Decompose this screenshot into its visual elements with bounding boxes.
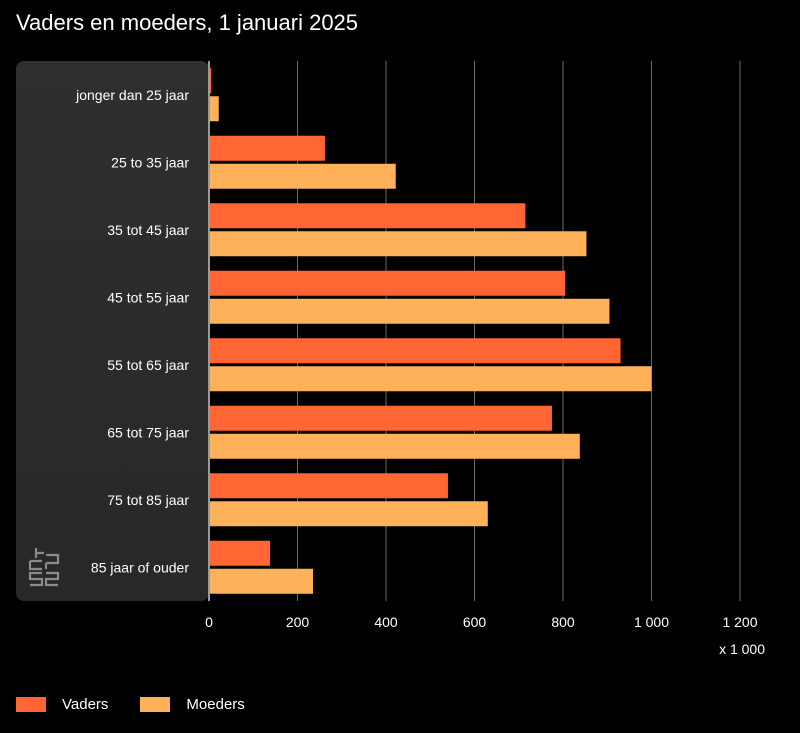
category-label-panel: [16, 61, 209, 601]
bar-vaders: [209, 473, 448, 499]
chart-title: Vaders en moeders, 1 januari 2025: [16, 10, 359, 35]
x-tick-label: 400: [374, 614, 398, 630]
bar-vaders: [209, 338, 621, 364]
bar-moeders: [209, 568, 313, 594]
bar-moeders: [209, 163, 396, 189]
legend-item-moeders[interactable]: Moeders: [140, 696, 245, 713]
bar-moeders: [209, 231, 587, 257]
x-tick-label: 0: [205, 614, 213, 630]
bar-vaders: [209, 405, 552, 431]
legend-item-vaders[interactable]: Vaders: [16, 696, 108, 713]
x-tick-label: 600: [463, 614, 487, 630]
bar-moeders: [209, 366, 652, 392]
category-label: 85 jaar of ouder: [91, 559, 189, 575]
bar-vaders: [209, 270, 566, 296]
bar-moeders: [209, 433, 580, 459]
legend-label-vaders: Vaders: [62, 696, 109, 713]
x-tick-label: 800: [551, 614, 575, 630]
category-label: 45 tot 55 jaar: [107, 289, 189, 305]
category-label: 25 to 35 jaar: [111, 154, 189, 170]
legend-swatch-moeders: [140, 697, 171, 712]
bar-vaders: [209, 540, 271, 566]
bar-vaders: [209, 203, 526, 229]
bar-vaders: [209, 68, 212, 94]
bar-moeders: [209, 298, 610, 324]
x-tick-label: 200: [286, 614, 310, 630]
x-unit-label: x 1 000: [719, 641, 765, 657]
legend-swatch-vaders: [16, 697, 46, 712]
legend: Vaders Moeders: [16, 696, 277, 713]
cbs-logo-icon: [28, 548, 60, 587]
bar-moeders: [209, 501, 488, 527]
x-tick-label: 1 000: [634, 614, 669, 630]
bar-moeders: [209, 96, 219, 122]
bar-vaders: [209, 135, 325, 161]
legend-label-moeders: Moeders: [186, 696, 245, 713]
category-label: jonger dan 25 jaar: [75, 87, 189, 103]
x-tick-label: 1 200: [722, 614, 757, 630]
category-label: 35 tot 45 jaar: [107, 222, 189, 238]
category-label: 65 tot 75 jaar: [107, 424, 189, 440]
category-label: 55 tot 65 jaar: [107, 357, 189, 373]
category-label: 75 tot 85 jaar: [107, 492, 189, 508]
